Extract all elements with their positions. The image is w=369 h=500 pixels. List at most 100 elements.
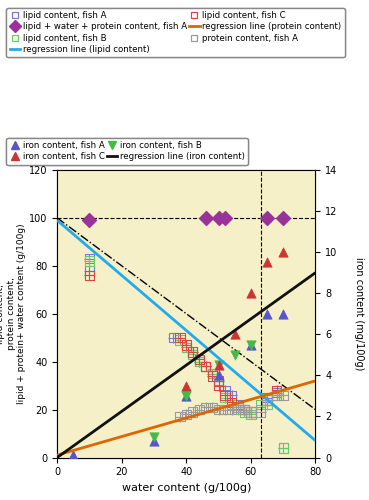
Point <box>209 370 215 378</box>
Legend: iron content, fish A, iron content, fish C, iron content, fish B, regression lin: iron content, fish A, iron content, fish… <box>6 138 248 165</box>
Point <box>183 410 189 418</box>
Point <box>196 358 202 366</box>
Point <box>222 391 228 399</box>
Point <box>203 214 209 222</box>
Point <box>209 370 215 378</box>
Point <box>203 362 209 370</box>
Y-axis label: lipid content,
protein content,
lipid + protein+ water content (g/100g): lipid content, protein content, lipid + … <box>0 224 26 404</box>
Point <box>222 406 228 413</box>
Point <box>215 377 221 385</box>
Point <box>235 403 241 411</box>
Point <box>196 406 202 413</box>
Point <box>248 408 254 416</box>
Point <box>209 372 215 380</box>
Point <box>264 396 270 404</box>
Point <box>241 406 247 413</box>
Point <box>264 401 270 409</box>
Point <box>229 401 235 409</box>
Point <box>235 401 241 409</box>
Point <box>222 214 228 222</box>
Point <box>215 382 221 390</box>
X-axis label: water content (g/100g): water content (g/100g) <box>122 483 251 493</box>
Point <box>209 403 215 411</box>
Point <box>183 344 189 351</box>
Point <box>264 214 270 222</box>
Point <box>222 386 228 394</box>
Point <box>264 310 270 318</box>
Point <box>170 334 176 342</box>
Point <box>235 406 241 413</box>
Point <box>177 336 183 344</box>
Point <box>215 361 221 369</box>
Point <box>229 406 235 413</box>
Point <box>215 377 221 385</box>
Point <box>203 403 209 411</box>
Point <box>203 362 209 370</box>
Point <box>229 401 235 409</box>
Point <box>196 356 202 364</box>
Point <box>190 350 196 358</box>
Point <box>170 334 176 342</box>
Point <box>86 272 92 280</box>
Point <box>235 406 241 413</box>
Point <box>203 362 209 370</box>
Point <box>222 394 228 402</box>
Point <box>264 396 270 404</box>
Point <box>280 444 286 452</box>
Point <box>177 334 183 342</box>
Point <box>190 350 196 358</box>
Point <box>196 358 202 366</box>
Point <box>248 410 254 418</box>
Point <box>209 370 215 378</box>
Point <box>190 350 196 358</box>
Point <box>196 406 202 413</box>
Point <box>86 266 92 274</box>
Point <box>248 289 254 297</box>
Point <box>232 351 238 359</box>
Point <box>280 248 286 256</box>
Point <box>86 254 92 262</box>
Point <box>203 362 209 370</box>
Point <box>280 214 286 222</box>
Point <box>183 410 189 418</box>
Point <box>280 391 286 399</box>
Point <box>229 391 235 399</box>
Point <box>215 382 221 390</box>
Point <box>248 408 254 416</box>
Point <box>190 350 196 358</box>
Point <box>241 406 247 413</box>
Point <box>229 406 235 413</box>
Point <box>264 396 270 404</box>
Point <box>264 258 270 266</box>
Point <box>215 406 221 413</box>
Point <box>274 389 280 397</box>
Point <box>264 394 270 402</box>
Point <box>177 413 183 421</box>
Point <box>248 340 254 348</box>
Point <box>183 392 189 400</box>
Point <box>190 348 196 356</box>
Point <box>86 272 92 280</box>
Point <box>229 398 235 406</box>
Point <box>229 398 235 406</box>
Point <box>196 358 202 366</box>
Point <box>280 444 286 452</box>
Point <box>241 406 247 413</box>
Point <box>209 372 215 380</box>
Point <box>264 394 270 402</box>
Point <box>248 408 254 416</box>
Point <box>222 406 228 413</box>
Point <box>248 408 254 416</box>
Point <box>190 348 196 356</box>
Point <box>229 391 235 399</box>
Point <box>241 408 247 416</box>
Point <box>274 389 280 397</box>
Y-axis label: iron content (mg/100g): iron content (mg/100g) <box>354 257 364 370</box>
Point <box>183 341 189 349</box>
Point <box>264 396 270 404</box>
Point <box>235 401 241 409</box>
Point <box>241 406 247 413</box>
Point <box>183 392 189 400</box>
Point <box>151 433 157 441</box>
Point <box>280 444 286 452</box>
